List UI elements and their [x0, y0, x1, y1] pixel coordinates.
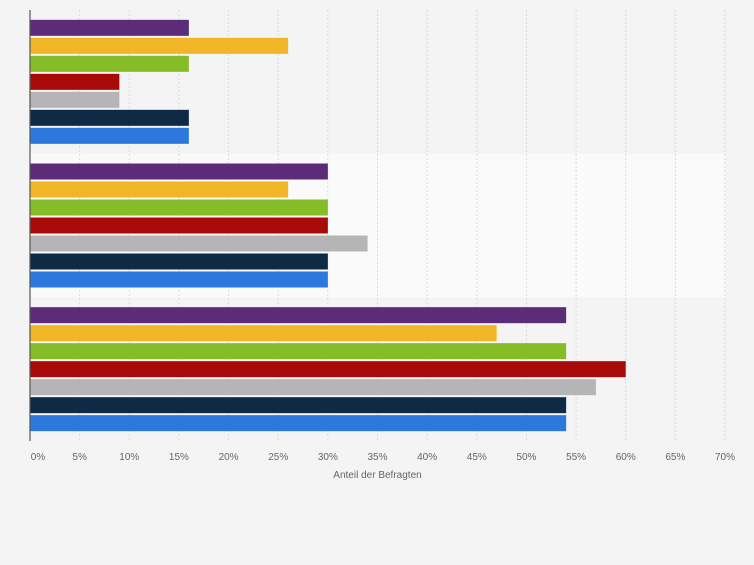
bar-group3-series3 — [30, 343, 567, 360]
bar-group2-series2 — [30, 181, 289, 198]
x-tick-label: 0% — [31, 452, 46, 463]
x-axis-label: Anteil der Befragten — [333, 470, 421, 481]
bar-group3-series2 — [30, 325, 497, 342]
x-tick-label: 45% — [467, 452, 487, 463]
bar-group3-series6 — [30, 397, 567, 414]
x-tick-label: 40% — [417, 452, 437, 463]
x-tick-label: 20% — [219, 452, 239, 463]
x-tick-label: 70% — [715, 452, 735, 463]
x-tick-label: 55% — [566, 452, 586, 463]
bar-group1-series5 — [30, 91, 120, 108]
bar-group2-series6 — [30, 253, 328, 270]
bar-group1-series1 — [30, 19, 189, 36]
bars — [30, 19, 626, 432]
bar-group2-series3 — [30, 199, 328, 216]
bar-group1-series2 — [30, 37, 289, 54]
bar-group2-series4 — [30, 217, 328, 234]
bar-group2-series5 — [30, 235, 368, 252]
x-tick-labels: 0% 5% 10% 15% 20% 25% 30% 35% 40% 45% 50% 55% 60% 65%… — [31, 452, 735, 463]
bar-group3-series7 — [30, 415, 567, 432]
x-tick-label: 60% — [616, 452, 636, 463]
bar-group3-series1 — [30, 307, 567, 324]
bar-group1-series3 — [30, 55, 189, 72]
x-tick-label: 35% — [367, 452, 387, 463]
bar-group1-series7 — [30, 127, 189, 144]
x-tick-label: 5% — [72, 452, 87, 463]
x-tick-label: 30% — [318, 452, 338, 463]
bar-group1-series4 — [30, 73, 120, 90]
x-tick-label: 15% — [169, 452, 189, 463]
x-tick-label: 10% — [119, 452, 139, 463]
bar-group2-series1 — [30, 163, 328, 180]
bar-group1-series6 — [30, 109, 189, 126]
x-tick-label: 50% — [516, 452, 536, 463]
x-tick-label: 65% — [665, 452, 685, 463]
bar-group3-series4 — [30, 361, 626, 378]
bar-group3-series5 — [30, 379, 596, 396]
bar-group2-series7 — [30, 271, 328, 288]
x-tick-label: 25% — [268, 452, 288, 463]
